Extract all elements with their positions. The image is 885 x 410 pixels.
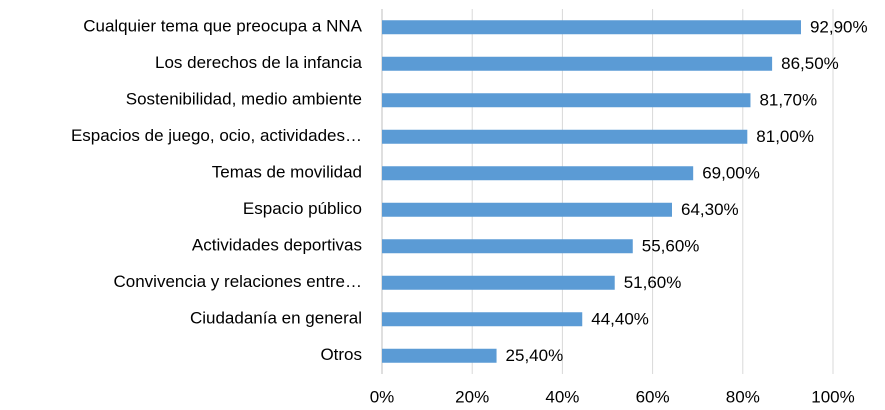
bar: [382, 239, 633, 254]
x-tick-label: 100%: [811, 387, 854, 406]
x-tick-label: 80%: [726, 387, 760, 406]
x-tick-label: 60%: [636, 387, 670, 406]
bar: [382, 312, 583, 327]
bar: [382, 56, 773, 71]
y-tick-label: Temas de movilidad: [212, 163, 362, 182]
value-label: 92,90%: [810, 18, 868, 37]
value-label: 81,00%: [756, 127, 814, 146]
bar: [382, 275, 615, 290]
value-label: 25,40%: [506, 346, 564, 365]
bar: [382, 93, 751, 108]
value-label: 64,30%: [681, 200, 739, 219]
value-label: 55,60%: [642, 237, 700, 256]
value-label: 51,60%: [624, 273, 682, 292]
x-tick-label: 20%: [455, 387, 489, 406]
x-tick-label: 40%: [545, 387, 579, 406]
bar: [382, 202, 672, 217]
value-label: 69,00%: [702, 164, 760, 183]
bar: [382, 166, 694, 181]
x-tick-label: 0%: [370, 387, 395, 406]
bar: [382, 20, 801, 35]
bar: [382, 129, 748, 144]
y-tick-label: Sostenibilidad, medio ambiente: [126, 90, 362, 109]
y-tick-label: Ciudadanía en general: [190, 309, 362, 328]
y-tick-label: Los derechos de la infancia: [155, 53, 363, 72]
y-tick-label: Espacio público: [243, 199, 362, 218]
bar: [382, 348, 497, 363]
value-label: 81,70%: [759, 91, 817, 110]
y-tick-label: Cualquier tema que preocupa a NNA: [83, 17, 362, 36]
y-tick-label: Convivencia y relaciones entre…: [113, 272, 362, 291]
value-label: 44,40%: [591, 310, 649, 329]
y-tick-label: Otros: [320, 345, 362, 364]
y-tick-label: Actividades deportivas: [192, 236, 362, 255]
value-label: 86,50%: [781, 54, 839, 73]
y-tick-label: Espacios de juego, ocio, actividades…: [71, 126, 362, 145]
